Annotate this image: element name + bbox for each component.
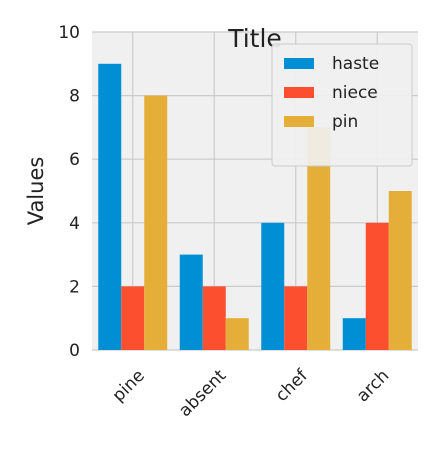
y-tick-label: 10 [58, 23, 80, 43]
bars [98, 63, 412, 351]
bar-pin-arch [388, 191, 412, 350]
legend-swatch-niece [284, 87, 314, 98]
y-tick-label: 0 [69, 341, 80, 361]
legend-swatch-haste [284, 58, 314, 69]
legend-label-pin: pin [332, 112, 358, 132]
bar-haste-pine [98, 63, 122, 351]
bar-niece-chef [284, 286, 308, 350]
bar-niece-arch [365, 222, 389, 350]
x-tick-label: absent [175, 366, 230, 421]
bar-niece-absent [202, 286, 226, 350]
bar-pin-pine [144, 95, 168, 350]
bar-niece-pine [121, 286, 145, 350]
x-tick-label: arch [353, 366, 393, 406]
y-tick-label: 8 [69, 87, 80, 107]
y-tick-label: 6 [69, 150, 80, 170]
legend: haste niece pin [271, 43, 413, 167]
bar-pin-absent [225, 318, 249, 350]
y-tick-labels: 0 2 4 6 8 10 [58, 23, 80, 361]
x-tick-labels: pine absent chef arch [109, 365, 394, 421]
x-tick-label: pine [109, 366, 149, 406]
y-tick-label: 2 [69, 277, 80, 297]
y-axis-label: Values [24, 157, 48, 226]
bar-pin-chef [307, 127, 331, 351]
bar-haste-absent [179, 254, 203, 350]
legend-label-niece: niece [332, 83, 378, 103]
bar-haste-arch [342, 318, 366, 350]
bar-haste-chef [261, 222, 285, 350]
legend-box [271, 43, 413, 167]
y-tick-label: 4 [69, 214, 80, 234]
legend-label-haste: haste [332, 54, 379, 74]
legend-swatch-pin [284, 116, 314, 127]
x-tick-label: chef [272, 365, 313, 406]
